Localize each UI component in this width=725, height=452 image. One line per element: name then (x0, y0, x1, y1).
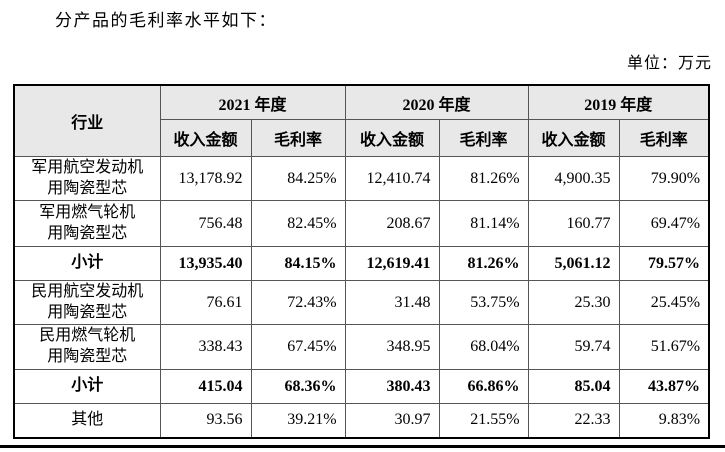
margin-cell: 79.90% (618, 156, 710, 201)
margin-cell: 68.36% (250, 369, 346, 404)
margin-cell: 25.45% (618, 280, 710, 325)
industry-cell: 民用燃气轮机 用陶瓷型芯 (13, 324, 161, 370)
col-header-year-2020: 2020 年度 (344, 84, 529, 120)
table-row-subtotal: 小计 415.04 68.36% 380.43 66.86% 85.04 43.87% (13, 369, 710, 404)
col-header-year-2021: 2021 年度 (159, 84, 346, 120)
revenue-cell: 415.04 (159, 369, 252, 404)
revenue-cell: 12,410.74 (344, 156, 440, 201)
margin-cell: 66.86% (438, 369, 529, 404)
revenue-cell: 85.04 (527, 369, 620, 404)
col-header-margin-2019: 毛利率 (618, 119, 710, 157)
margin-cell: 84.25% (250, 156, 346, 201)
margin-cell: 72.43% (250, 280, 346, 325)
margin-cell: 53.75% (438, 280, 529, 325)
revenue-cell: 59.74 (527, 324, 620, 370)
table-row: 军用航空发动机 用陶瓷型芯 13,178.92 84.25% 12,410.74 81.… (13, 156, 710, 201)
table-body: 军用航空发动机 用陶瓷型芯 13,178.92 84.25% 12,410.74 81.… (13, 156, 710, 438)
revenue-cell: 5,061.12 (527, 246, 620, 281)
margin-cell: 51.67% (618, 324, 710, 370)
bottom-divider (0, 445, 725, 448)
revenue-cell: 160.77 (527, 200, 620, 247)
revenue-cell: 93.56 (159, 403, 252, 438)
revenue-cell: 208.67 (344, 200, 440, 247)
industry-cell: 军用燃气轮机 用陶瓷型芯 (13, 200, 161, 247)
revenue-cell: 348.95 (344, 324, 440, 370)
col-header-margin-2020: 毛利率 (438, 119, 529, 157)
revenue-cell: 13,935.40 (159, 246, 252, 281)
margin-cell: 67.45% (250, 324, 346, 370)
document-title: 分产品的毛利率水平如下： (55, 11, 277, 30)
industry-cell: 其他 (13, 403, 161, 438)
industry-cell: 军用航空发动机 用陶瓷型芯 (13, 156, 161, 201)
margin-cell: 84.15% (250, 246, 346, 281)
revenue-cell: 25.30 (527, 280, 620, 325)
revenue-cell: 30.97 (344, 403, 440, 438)
table-row: 民用燃气轮机 用陶瓷型芯 338.43 67.45% 348.95 68.04% 59.7… (13, 324, 710, 370)
revenue-cell: 12,619.41 (344, 246, 440, 281)
revenue-cell: 76.61 (159, 280, 252, 325)
table-row: 其他 93.56 39.21% 30.97 21.55% 22.33 9.83% (13, 403, 710, 438)
margin-cell: 82.45% (250, 200, 346, 247)
table-header: 行业 2021 年度 2020 年度 2019 年度 收入金额 毛利率 收入金额… (13, 84, 710, 157)
revenue-cell: 4,900.35 (527, 156, 620, 201)
margin-cell: 81.26% (438, 156, 529, 201)
industry-cell: 民用航空发动机 用陶瓷型芯 (13, 280, 161, 325)
revenue-cell: 31.48 (344, 280, 440, 325)
industry-cell: 小计 (13, 246, 161, 281)
margin-cell: 39.21% (250, 403, 346, 438)
col-header-industry: 行业 (13, 84, 161, 157)
margin-cell: 69.47% (618, 200, 710, 247)
revenue-cell: 380.43 (344, 369, 440, 404)
margin-cell: 9.83% (618, 403, 710, 438)
margin-cell: 68.04% (438, 324, 529, 370)
table-row-subtotal: 小计 13,935.40 84.15% 12,619.41 81.26% 5,061.12… (13, 246, 710, 281)
col-header-revenue-2021: 收入金额 (159, 119, 252, 157)
revenue-cell: 22.33 (527, 403, 620, 438)
margin-cell: 79.57% (618, 246, 710, 281)
unit-label: 单位：万元 (626, 55, 712, 72)
margin-cell: 21.55% (438, 403, 529, 438)
margin-cell: 81.14% (438, 200, 529, 247)
col-header-margin-2021: 毛利率 (250, 119, 346, 157)
subheader-row: 收入金额 毛利率 收入金额 毛利率 收入金额 毛利率 (14, 119, 710, 157)
col-header-revenue-2020: 收入金额 (344, 119, 440, 157)
col-header-year-2019: 2019 年度 (527, 84, 710, 120)
table-row: 军用燃气轮机 用陶瓷型芯 756.48 82.45% 208.67 81.14% 160.… (13, 200, 710, 247)
revenue-cell: 756.48 (159, 200, 252, 247)
year-header-row: 行业 2021 年度 2020 年度 2019 年度 (13, 84, 710, 157)
margin-cell: 81.26% (438, 246, 529, 281)
margin-cell: 43.87% (618, 369, 710, 404)
industry-cell: 小计 (13, 369, 161, 404)
revenue-cell: 338.43 (159, 324, 252, 370)
col-header-revenue-2019: 收入金额 (527, 119, 620, 157)
gross-margin-table: 行业 2021 年度 2020 年度 2019 年度 收入金额 毛利率 收入金额… (13, 84, 711, 439)
table-row: 民用航空发动机 用陶瓷型芯 76.61 72.43% 31.48 53.75% 25.30… (13, 280, 710, 325)
revenue-cell: 13,178.92 (159, 156, 252, 201)
